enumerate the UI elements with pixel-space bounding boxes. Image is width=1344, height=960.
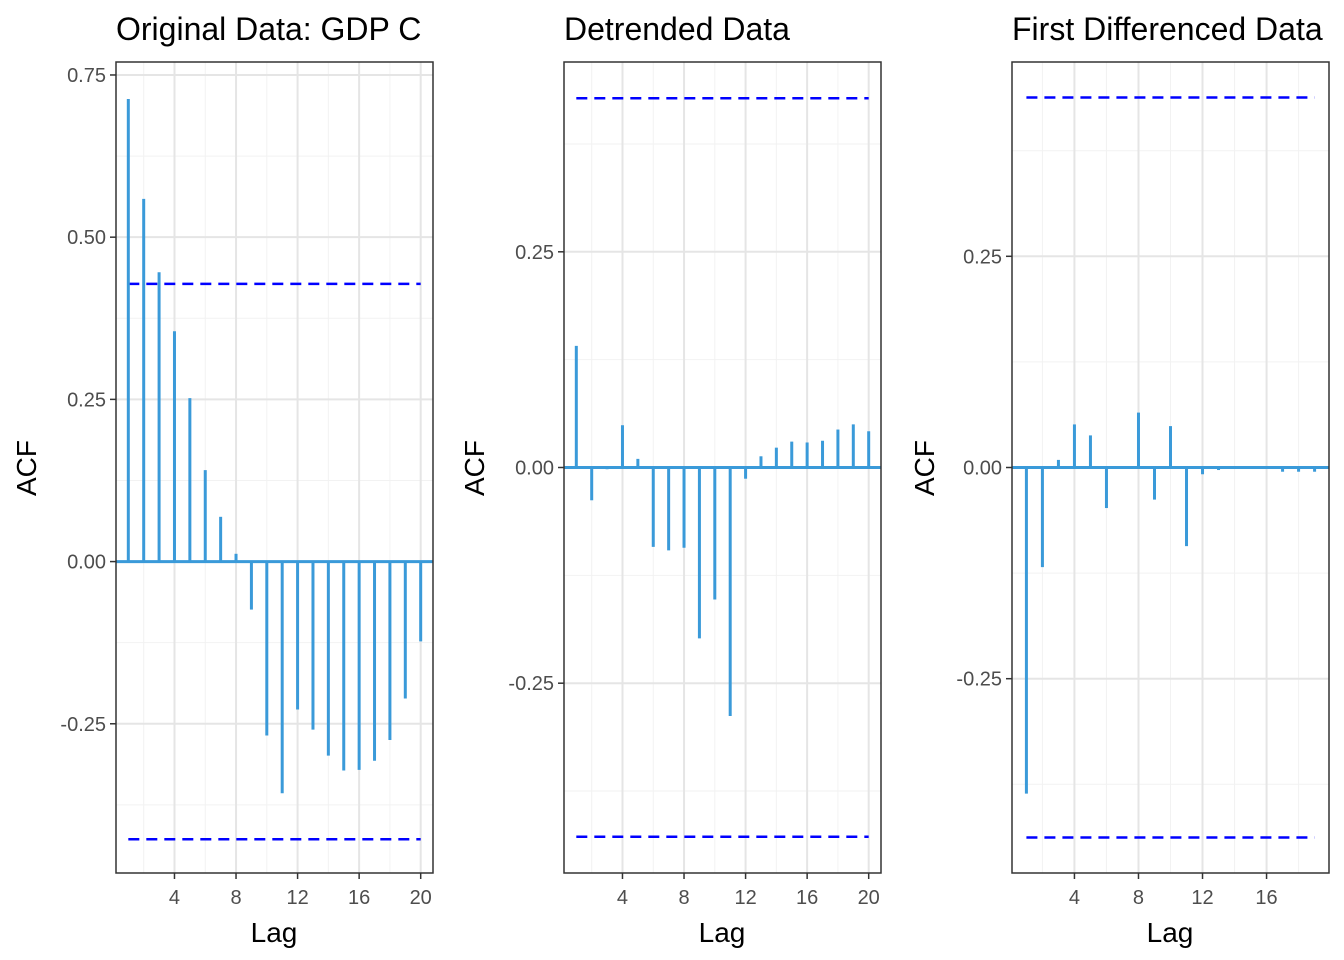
- plot-area-original: -0.25 0.00 0.25 0.50 0.75 4 8 12 16 20: [60, 61, 434, 909]
- x-tick-label: 4: [617, 887, 628, 909]
- y-tick-label: -0.25: [508, 673, 554, 695]
- x-tick-label: 16: [1255, 887, 1277, 909]
- y-tick-label: 0.00: [963, 458, 1002, 480]
- y-tick-label: 0.00: [515, 458, 554, 480]
- x-tick-label: 8: [1133, 887, 1144, 909]
- panel-title-original: Original Data: GDP C: [116, 11, 421, 47]
- y-tick-label: -0.25: [60, 714, 106, 736]
- acf-marks: [1012, 96, 1329, 839]
- x-tick-label: 12: [286, 887, 308, 909]
- x-axis-title-detrended: Lag: [699, 917, 746, 948]
- plot-area-first-differenced: -0.25 0.00 0.25 4 8 12 16: [956, 61, 1330, 909]
- x-tick-label: 8: [230, 887, 241, 909]
- x-tick-label: 16: [348, 887, 370, 909]
- acf-marks: [564, 96, 881, 839]
- y-axis-title-first-differenced: ACF: [909, 440, 940, 496]
- x-tick-label: 12: [734, 887, 756, 909]
- acf-panel-detrended: Detrended Data -0.25 0.00 0.25 4 8 12 16 20 Lag…: [459, 11, 882, 948]
- x-tick-label: 8: [678, 887, 689, 909]
- x-tick-label: 12: [1191, 887, 1213, 909]
- x-tick-label: 4: [169, 887, 180, 909]
- x-tick-label: 16: [796, 887, 818, 909]
- acf-marks: [116, 98, 433, 841]
- y-axis-title-detrended: ACF: [459, 440, 490, 496]
- y-tick-label: 0.25: [515, 242, 554, 264]
- y-axis-title-original: ACF: [11, 440, 42, 496]
- y-tick-label: 0.00: [67, 552, 106, 574]
- acf-panel-first-differenced: First Differenced Data -0.25 0.00 0.25 4 8 12…: [909, 11, 1330, 948]
- y-tick-label: 0.25: [963, 246, 1002, 268]
- panel-border: [115, 61, 434, 874]
- x-tick-label: 4: [1069, 887, 1080, 909]
- y-tick-label: -0.25: [956, 669, 1002, 691]
- acf-panel-original: Original Data: GDP C -0.25 0.00 0.25 0.50 0.…: [11, 11, 434, 948]
- x-tick-label: 20: [410, 887, 432, 909]
- x-axis-title-first-differenced: Lag: [1147, 917, 1194, 948]
- plot-area-detrended: -0.25 0.00 0.25 4 8 12 16 20: [508, 61, 882, 909]
- panel-background: [116, 62, 433, 873]
- y-tick-label: 0.25: [67, 389, 106, 411]
- y-tick-label: 0.50: [67, 227, 106, 249]
- x-tick-label: 20: [858, 887, 880, 909]
- panel-title-detrended: Detrended Data: [564, 11, 790, 47]
- panel-title-first-differenced: First Differenced Data: [1012, 11, 1323, 47]
- y-tick-label: 0.75: [67, 65, 106, 87]
- x-axis-title-original: Lag: [251, 917, 298, 948]
